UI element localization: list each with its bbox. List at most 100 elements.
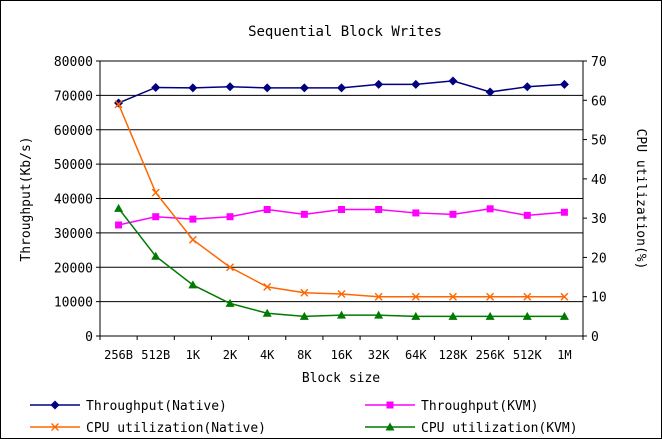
data-point	[114, 100, 123, 109]
y2-tick-label: 20	[591, 251, 607, 266]
chart-title: Sequential Block Writes	[248, 24, 442, 40]
x-tick-label: 64K	[405, 348, 427, 362]
series-1	[114, 76, 569, 108]
y2-tick-label: 40	[591, 173, 607, 188]
legend-label: CPU utilization(KVM)	[421, 421, 578, 436]
y2-axis-label: CPU utilization(%)	[633, 129, 648, 270]
x-tick-label: 2K	[223, 348, 238, 362]
data-point	[338, 206, 345, 213]
data-point	[337, 310, 346, 319]
y-tick-label: 50000	[54, 158, 93, 173]
data-point	[486, 292, 495, 301]
y-tick-label: 10000	[54, 296, 93, 311]
data-point	[115, 221, 123, 229]
data-point	[411, 79, 421, 89]
series-4	[114, 203, 569, 320]
data-point	[523, 292, 532, 301]
data-point	[300, 210, 308, 218]
data-point	[522, 82, 532, 92]
legend-item: Throughput(Native)	[30, 399, 227, 414]
y-tick-label: 30000	[54, 227, 93, 242]
y-tick-label: 80000	[54, 55, 93, 70]
y-tick-label: 60000	[54, 124, 93, 139]
series-2	[115, 205, 568, 229]
y-tick-label: 70000	[54, 89, 93, 104]
legend-swatch-marker	[51, 423, 59, 431]
data-point	[337, 83, 346, 93]
legend-item: CPU utilization(Native)	[30, 421, 266, 436]
data-point	[152, 213, 160, 221]
data-point	[486, 205, 494, 213]
data-point	[374, 79, 384, 89]
data-point	[448, 292, 457, 301]
axis-ticks: 0 10000 20000 30000 40000 50000 60000 70000 8000…	[54, 55, 607, 362]
data-point	[559, 311, 569, 320]
data-point	[449, 210, 457, 218]
x-tick-label: 1M	[557, 348, 571, 362]
data-point	[375, 206, 383, 213]
x-tick-label: 8K	[297, 348, 312, 362]
data-point	[188, 235, 197, 244]
data-point	[188, 280, 198, 289]
y2-tick-label: 0	[591, 330, 599, 345]
data-point	[114, 98, 124, 108]
data-point	[262, 83, 272, 93]
series-line	[117, 103, 565, 298]
data-point	[337, 289, 346, 298]
data-point	[374, 292, 383, 301]
data-point	[411, 311, 421, 320]
x-tick-label: 32K	[368, 348, 390, 362]
legend-swatch-marker	[385, 422, 395, 431]
data-point	[560, 208, 568, 216]
data-point	[299, 83, 309, 93]
data-point	[448, 76, 458, 86]
data-point	[226, 263, 235, 272]
data-point	[226, 213, 234, 221]
data-point	[560, 292, 569, 301]
data-point	[300, 288, 309, 297]
legend: Throughput(Native) Throughput(KVM) CPU uti…	[30, 399, 578, 436]
y-tick-label: 0	[85, 330, 93, 345]
y2-tick-label: 10	[591, 291, 607, 306]
data-point	[411, 292, 420, 301]
legend-item: Throughput(KVM)	[365, 399, 538, 414]
x-tick-label: 512K	[513, 348, 543, 362]
legend-label: CPU utilization(Native)	[86, 421, 266, 436]
legend-swatch-marker	[386, 401, 394, 409]
y2-tick-label: 30	[591, 212, 607, 227]
series-line	[117, 207, 565, 318]
data-point	[522, 311, 532, 320]
data-point	[412, 209, 420, 217]
y-tick-label: 20000	[54, 261, 93, 276]
y-tick-label: 40000	[54, 193, 93, 208]
x-tick-label: 1K	[186, 348, 201, 362]
legend-label: Throughput(KVM)	[421, 399, 538, 414]
data-point	[263, 282, 272, 291]
x-axis-label: Block size	[302, 371, 380, 386]
legend-label: Throughput(Native)	[86, 399, 227, 414]
data-point	[299, 311, 309, 320]
x-tick-label: 128K	[439, 348, 469, 362]
x-tick-label: 256B	[104, 348, 133, 362]
y2-tick-label: 50	[591, 134, 607, 149]
y2-tick-label: 60	[591, 94, 607, 109]
data-point	[188, 83, 198, 93]
y2-tick-label: 70	[591, 55, 607, 70]
y-axis-label: Throughput(Kb/s)	[19, 136, 34, 261]
data-point	[151, 188, 160, 197]
data-point	[374, 310, 384, 319]
data-point	[225, 298, 235, 307]
data-point	[448, 311, 458, 320]
data-point	[114, 203, 124, 212]
x-tick-label: 256K	[476, 348, 506, 362]
data-point	[523, 211, 531, 219]
data-point	[151, 82, 161, 92]
data-point	[151, 251, 161, 260]
legend-swatch-marker	[50, 400, 60, 410]
legend-item: CPU utilization(KVM)	[365, 421, 578, 436]
data-point	[225, 82, 235, 92]
series-3	[114, 100, 569, 301]
data-point	[485, 87, 495, 97]
